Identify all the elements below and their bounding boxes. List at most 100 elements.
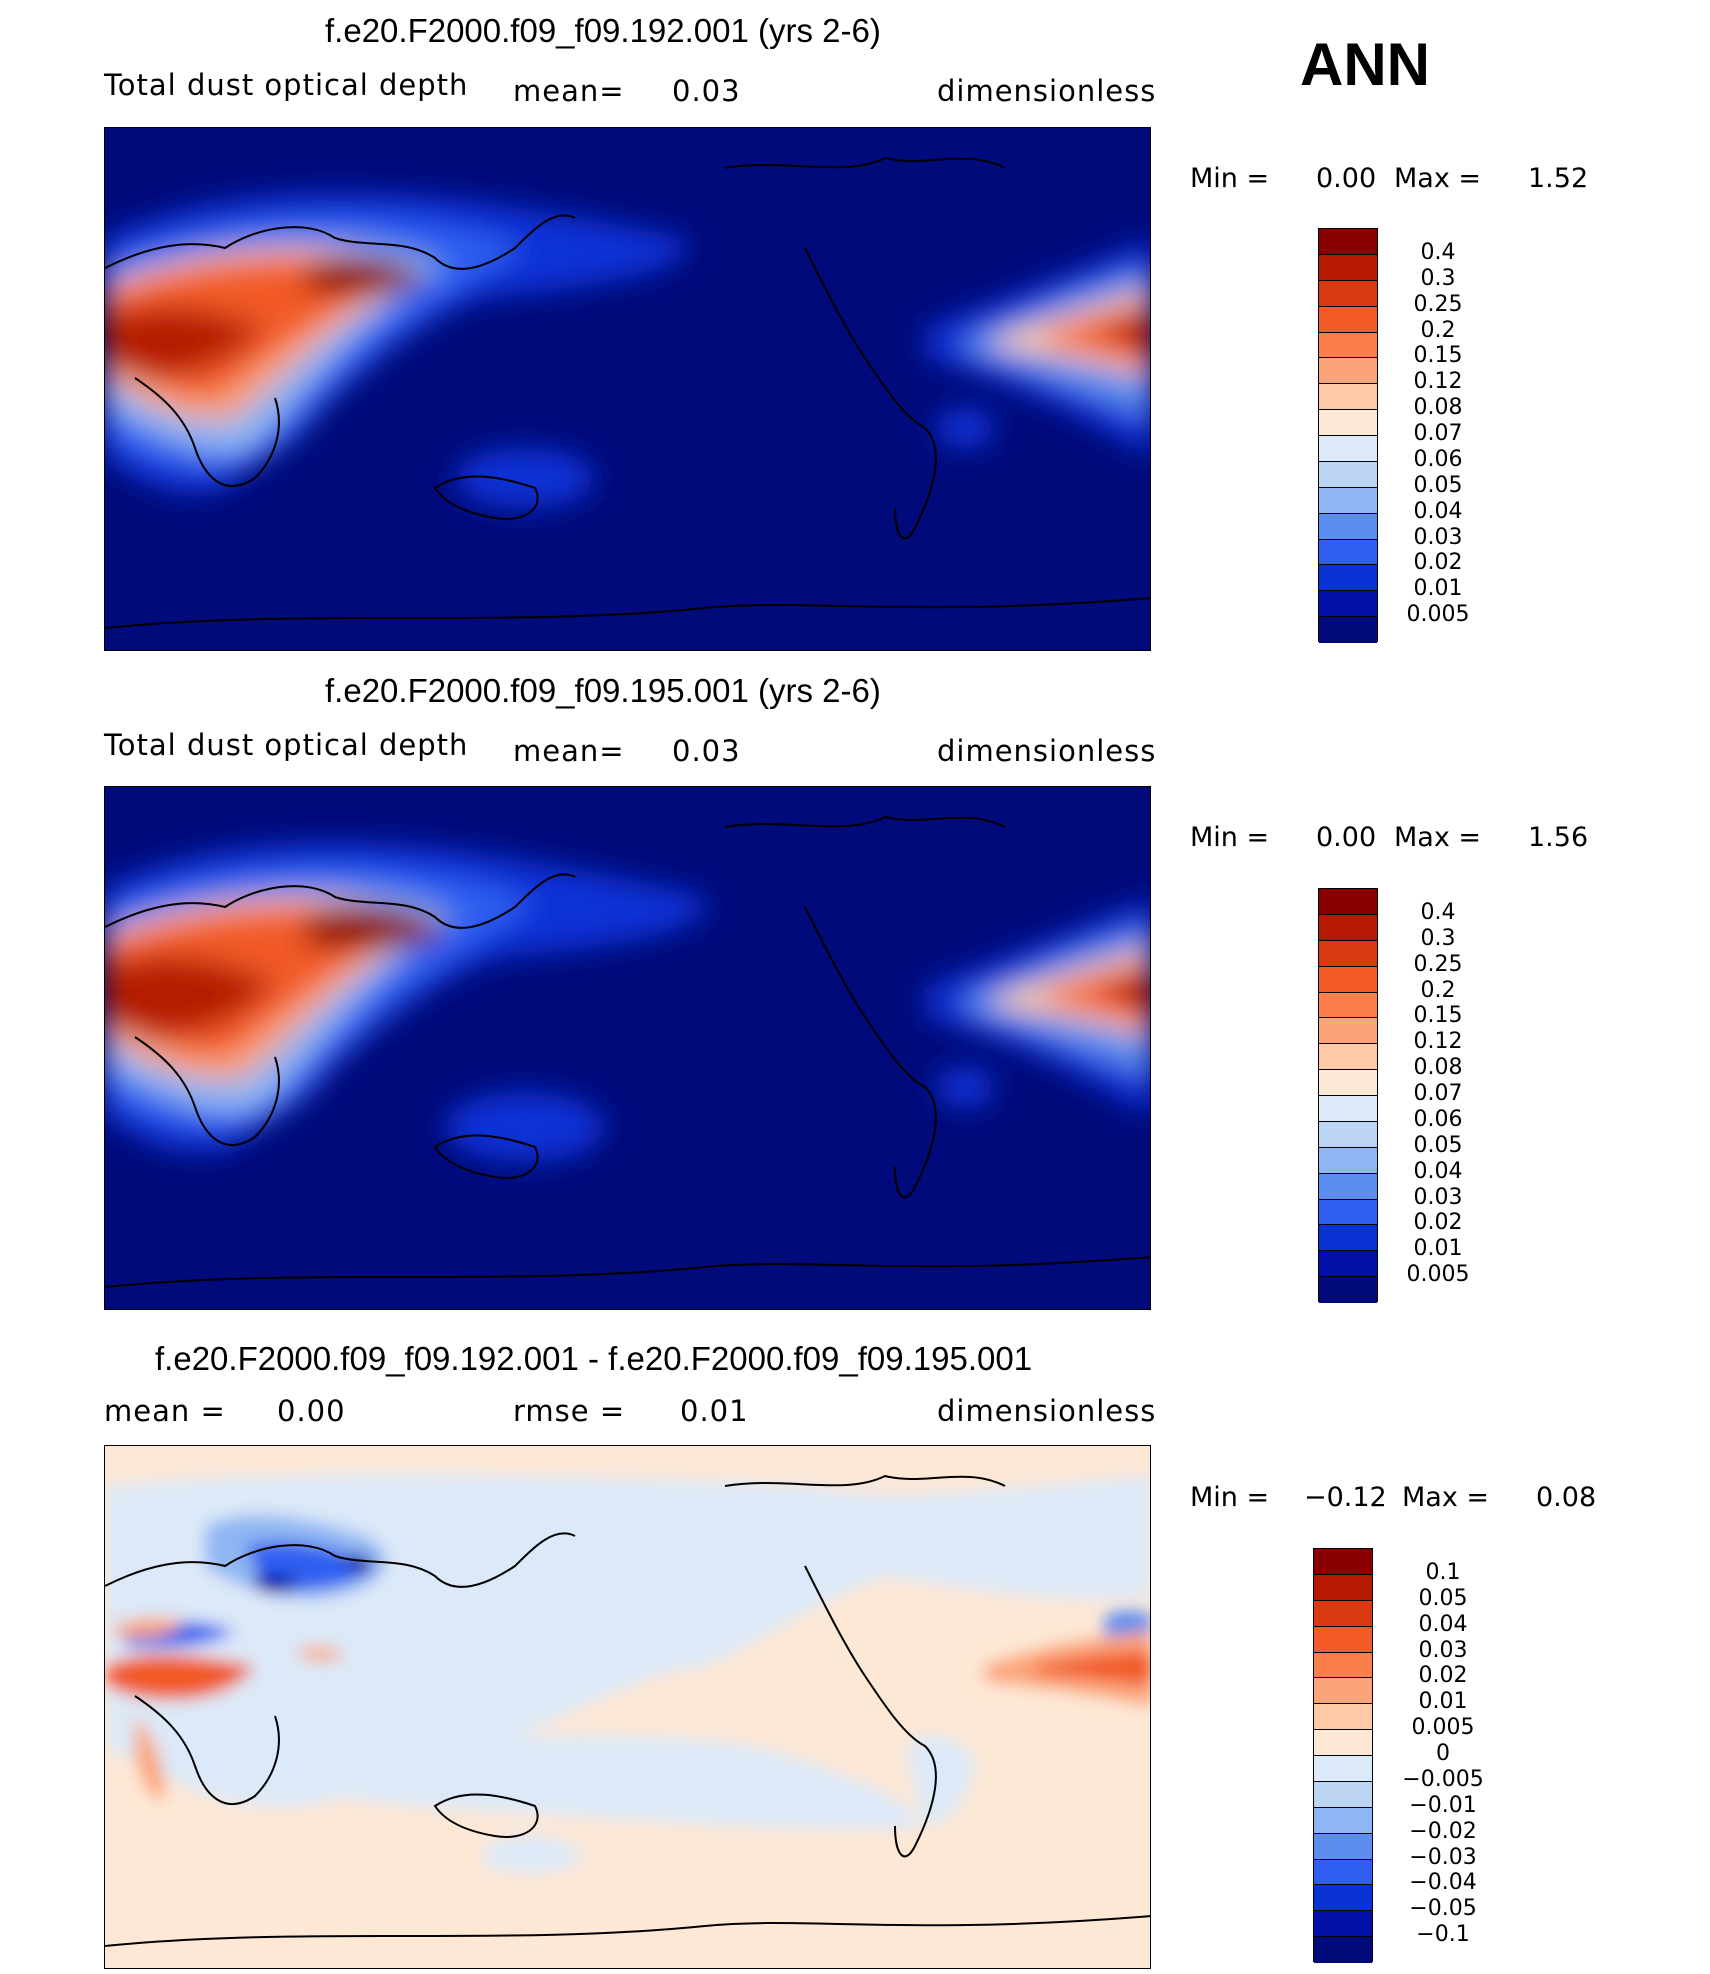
colorbar-swatch [1319,1018,1377,1045]
colorbar-swatch [1314,1807,1372,1834]
colorbar-tick-label: 0.1 [1425,1559,1461,1585]
colorbar-tick-label: 0.005 [1411,1715,1475,1741]
colorbar-swatch [1314,1704,1372,1731]
panel3-min-value: −0.12 [1304,1482,1387,1513]
colorbar-tick-label: 0.02 [1418,1663,1468,1689]
colorbar-swatch [1319,1277,1377,1303]
colorbar-swatch [1319,280,1377,307]
colorbar-swatch [1319,539,1377,566]
panel2-max-value: 1.56 [1528,822,1589,853]
panel2-variable: Total dust optical depth [104,728,469,762]
colorbar-swatch [1319,940,1377,967]
colorbar-tick-label: 0.02 [1413,1210,1463,1236]
colorbar-tick-label: 0.02 [1413,550,1463,576]
colorbar-swatch [1319,591,1377,618]
colorbar-tick-label: 0.12 [1413,1029,1463,1055]
colorbar-tick-label: 0.03 [1418,1637,1468,1663]
colorbar-swatch [1319,461,1377,488]
colorbar-swatch [1314,1756,1372,1782]
panel1-max-value: 1.52 [1528,163,1589,194]
panel1-colorbar [1318,228,1378,643]
colorbar-tick-label: 0.04 [1418,1611,1468,1637]
colorbar-swatch [1314,1859,1372,1886]
colorbar-tick-label: 0.005 [1406,602,1470,628]
panel1-mean-value: 0.03 [672,74,741,108]
colorbar-swatch [1319,565,1377,592]
colorbar-swatch [1319,1070,1377,1096]
colorbar-tick-label: 0.15 [1413,1003,1463,1029]
colorbar-tick-label: 0.07 [1413,1081,1463,1106]
panel3-map-svg [105,1446,1150,1968]
panel3-mean-value: 0.00 [277,1394,346,1428]
colorbar-swatch [1319,914,1377,941]
colorbar-tick-label: 0.3 [1420,925,1456,951]
panel3-colorbar [1313,1548,1373,1963]
colorbar-tick-label: −0.1 [1416,1922,1470,1948]
colorbar-swatch [1319,1251,1377,1278]
colorbar-tick-label: 0.01 [1418,1689,1468,1715]
colorbar-tick-label: 0.01 [1413,1236,1463,1262]
panel1-min-value: 0.00 [1316,163,1377,194]
panel1-variable: Total dust optical depth [104,68,469,102]
panel1-units: dimensionless [937,74,1157,108]
panel1-min-label: Min = [1190,163,1270,194]
colorbar-swatch [1319,1121,1377,1148]
colorbar-swatch [1319,358,1377,385]
panel2-min-label: Min = [1190,822,1270,853]
colorbar-tick-label: 0.05 [1413,472,1463,498]
panel3-mean-label: mean = [104,1394,226,1428]
panel1-map-svg [105,128,1150,650]
panel2-min-value: 0.00 [1316,822,1377,853]
panel2-mean-value: 0.03 [672,734,741,768]
colorbar-swatch [1319,254,1377,281]
panel3-max-value: 0.08 [1536,1482,1597,1513]
colorbar-swatch [1314,1549,1372,1575]
colorbar-swatch [1319,966,1377,993]
colorbar-tick-label: 0.05 [1413,1132,1463,1158]
colorbar-tick-label: 0.05 [1418,1585,1468,1611]
colorbar-swatch [1314,1781,1372,1808]
colorbar-swatch [1319,992,1377,1019]
colorbar-swatch [1319,889,1377,915]
colorbar-swatch [1319,332,1377,359]
colorbar-tick-label: 0.08 [1413,1055,1463,1081]
colorbar-tick-label: 0.03 [1413,1184,1463,1210]
colorbar-swatch [1314,1833,1372,1860]
season-label: ANN [1300,31,1430,98]
colorbar-tick-label: −0.03 [1409,1844,1477,1870]
panel3-min-label: Min = [1190,1482,1270,1513]
panel2-colorbar [1318,888,1378,1303]
colorbar-tick-label: 0.04 [1413,1158,1463,1184]
colorbar-tick-label: 0.03 [1413,524,1463,550]
colorbar-swatch [1314,1652,1372,1679]
panel2-units: dimensionless [937,734,1157,768]
colorbar-tick-label: 0.06 [1413,446,1463,472]
colorbar-swatch [1319,1096,1377,1122]
colorbar-swatch [1319,436,1377,462]
colorbar-tick-label: 0.25 [1413,291,1463,317]
colorbar-tick-label: 0.3 [1420,265,1456,291]
colorbar-tick-label: 0.4 [1420,239,1456,265]
colorbar-tick-label: −0.005 [1402,1766,1484,1792]
colorbar-tick-label: 0.4 [1420,899,1456,925]
panel1-max-label: Max = [1394,163,1482,194]
colorbar-swatch [1314,1730,1372,1756]
colorbar-swatch [1319,229,1377,255]
colorbar-tick-label: 0.06 [1413,1106,1463,1132]
colorbar-swatch [1319,1199,1377,1226]
panel3-rmse-value: 0.01 [680,1394,749,1428]
colorbar-swatch [1314,1911,1372,1938]
colorbar-swatch [1319,1173,1377,1200]
colorbar-swatch [1314,1626,1372,1653]
panel3-title: f.e20.F2000.f09_f09.192.001 - f.e20.F200… [155,1340,1033,1377]
colorbar-tick-label: −0.01 [1409,1792,1477,1818]
panel3-max-label: Max = [1402,1482,1490,1513]
colorbar-swatch [1314,1600,1372,1627]
colorbar-swatch [1319,617,1377,643]
colorbar-tick-label: 0.005 [1406,1262,1470,1288]
colorbar-swatch [1314,1678,1372,1705]
colorbar-tick-label: −0.02 [1409,1818,1477,1844]
colorbar-tick-label: 0 [1436,1741,1450,1766]
colorbar-swatch [1319,1225,1377,1252]
panel1-title: f.e20.F2000.f09_f09.192.001 (yrs 2-6) [325,12,881,49]
